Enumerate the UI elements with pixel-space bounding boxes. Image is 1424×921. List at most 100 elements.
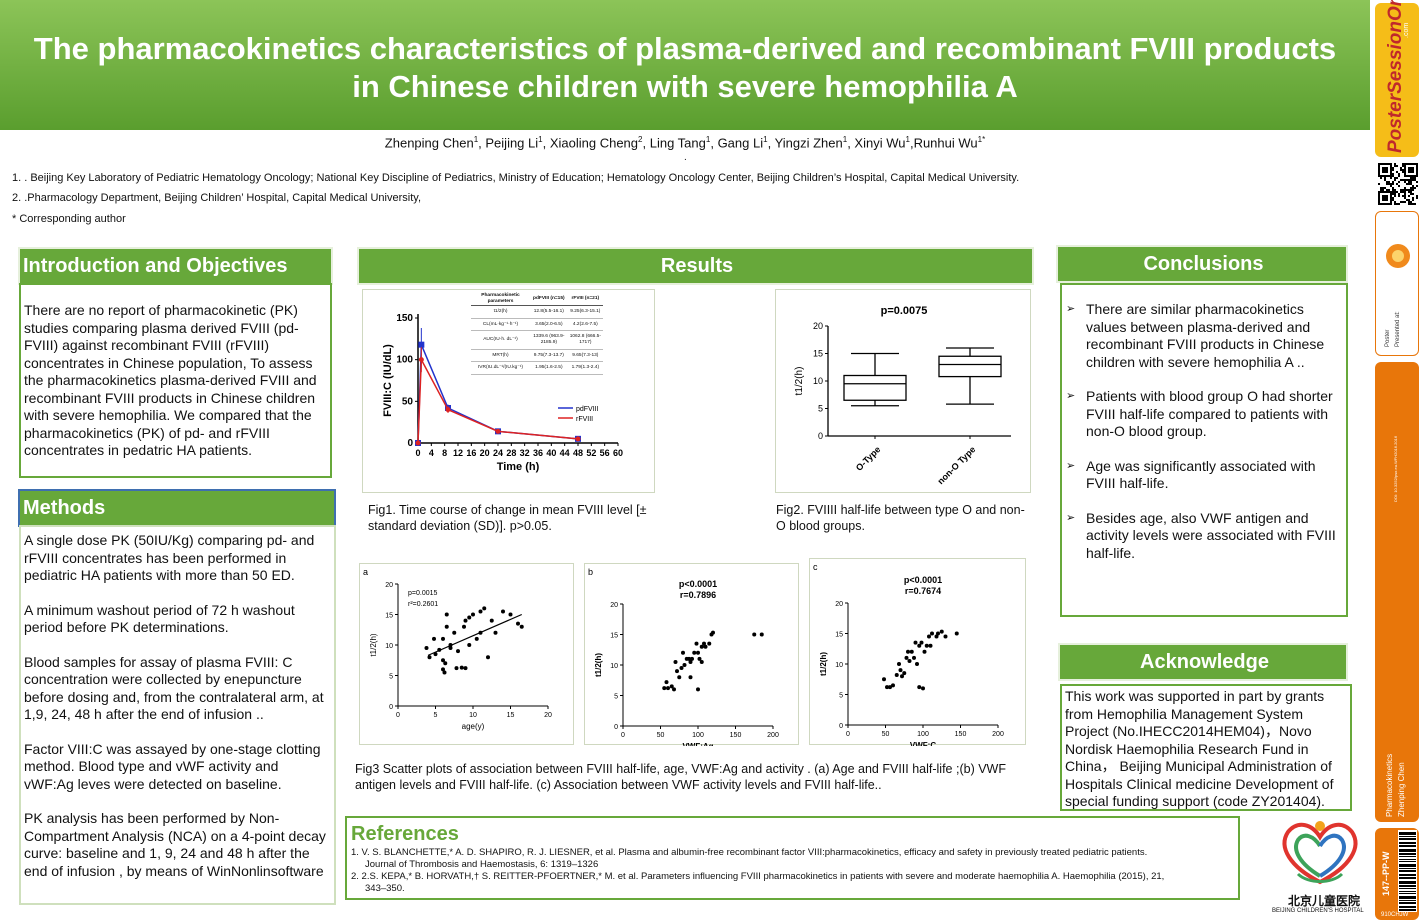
fig3a-point	[441, 636, 445, 641]
qr-module	[1414, 177, 1416, 179]
barcode-bar	[1399, 864, 1416, 867]
qr-module	[1402, 179, 1404, 181]
fig3a-point	[501, 609, 505, 614]
fig3a-point	[463, 666, 468, 671]
intro-text: There are no report of pharmacokinetic (…	[24, 302, 317, 458]
pk-cell: 9.65(7.3-13)	[567, 349, 603, 363]
fig3b-point	[662, 686, 667, 691]
fig3a-point	[448, 643, 453, 647]
fig3a-point	[516, 621, 520, 626]
fig1-x-tick-label: 12	[453, 448, 463, 458]
qr-module	[1404, 191, 1406, 193]
conclusion-text: Age was significantly associated with FV…	[1086, 457, 1316, 492]
qr-module	[1394, 165, 1396, 167]
qr-module	[1390, 183, 1392, 185]
fig3b-point	[759, 632, 764, 637]
fig3a-point	[486, 655, 490, 660]
fig3a-point	[519, 624, 524, 629]
fig3a-point	[441, 658, 445, 663]
fig3b-panel-label: b	[588, 567, 593, 577]
qr-module	[1392, 173, 1394, 175]
fig3a-x-tick-label: 10	[469, 712, 477, 719]
fig3c-y-tick-label: 15	[835, 632, 843, 639]
fig3c-point	[917, 685, 922, 690]
fig3c-point	[934, 634, 939, 639]
fig2-y-label: t1/2(h)	[794, 367, 805, 396]
code-block: 147--PP-W 910CHJW	[1375, 828, 1419, 920]
conclusions-list: ➢ There are similar pharmacokinetics val…	[1066, 301, 1342, 562]
fig1-x-tick-label: 0	[415, 448, 420, 458]
orange-info-bar: DOI: 10.3252/pso.eu.WFH2016.2016 Pharmac…	[1375, 362, 1419, 822]
fig3a-point	[456, 649, 460, 654]
fig3b-point	[699, 644, 704, 649]
qr-module	[1390, 185, 1392, 187]
hospital-name-en: BEIJING CHILDREN'S HOSPITAL	[1272, 908, 1364, 914]
pk-cell: 4.2(2.6-7.5)	[567, 318, 603, 332]
author-separator: ,	[767, 135, 775, 151]
qr-module	[1402, 169, 1404, 171]
fig3b-point	[688, 675, 693, 680]
qr-module	[1412, 203, 1414, 205]
fig3c-x-tick-label: 200	[992, 731, 1004, 738]
fig3a-x-tick-label: 0	[396, 712, 400, 719]
qr-module	[1384, 187, 1386, 189]
barcode-bar	[1399, 891, 1416, 892]
qr-module	[1412, 177, 1414, 179]
pk-cell: 1339.6 (963.9-2185.9)	[530, 330, 568, 350]
hospital-emblem-icon	[1282, 821, 1358, 885]
fig3-caption: Fig3 Scatter plots of association betwee…	[355, 762, 1006, 792]
qr-module	[1400, 201, 1402, 203]
fig1-legend-label: pdFVIII	[576, 406, 599, 413]
fig3b-point	[669, 684, 674, 689]
qr-module	[1396, 165, 1398, 167]
title-banner	[0, 0, 1370, 130]
fig3c-point	[913, 640, 918, 645]
arrow-bullet-icon: ➢	[1066, 511, 1076, 524]
qr-module	[1412, 189, 1414, 191]
qr-module	[1416, 181, 1418, 183]
conclusions-heading: Conclusions	[1056, 245, 1348, 283]
fig3b-point	[679, 666, 684, 671]
fig3b-point	[687, 656, 691, 661]
pk-header-cell: Pharmacokinetic parameters	[471, 292, 530, 307]
references-heading: References	[351, 823, 459, 845]
conclusion-item: ➢ Patients with blood group O had shorte…	[1066, 388, 1342, 441]
fig1-x-tick-label: 4	[429, 448, 434, 458]
qr-module	[1386, 183, 1388, 185]
qr-module	[1398, 203, 1400, 205]
pk-row: IVR(IU.dL⁻¹/(IU.kg⁻¹) 1.95(1.6-2.5) 1.79(1…	[471, 361, 603, 375]
fig3c-y-tick-label: 0	[839, 723, 843, 730]
author-name: Runhui Wu	[913, 135, 978, 151]
author-separator: ,	[710, 135, 718, 151]
fig3c-y-label: t1/2(h)	[819, 652, 828, 676]
qr-module	[1402, 171, 1404, 173]
fig3a-point	[482, 606, 487, 611]
fig2-y-tick-label: 5	[818, 404, 823, 414]
qr-module	[1382, 187, 1384, 189]
fig1-point-r	[575, 436, 581, 442]
fig3a-point	[508, 612, 513, 617]
qr-module	[1380, 177, 1382, 179]
pk-cell: CL(mL·kg⁻¹·h⁻¹)	[471, 318, 530, 332]
title-line-1: The pharmacokinetics characteristics of …	[33, 31, 1337, 66]
fig1-x-tick-label: 44	[560, 448, 570, 458]
qr-module	[1404, 187, 1406, 189]
fig3b-point	[711, 630, 715, 635]
fig1-x-tick-label: 20	[480, 448, 490, 458]
qr-module	[1410, 191, 1412, 193]
pk-cell: 1062.8 (666.5-1717)	[567, 330, 603, 350]
arrow-bullet-icon: ➢	[1066, 390, 1076, 402]
qr-module	[1394, 189, 1396, 191]
fig3b-point	[752, 632, 757, 637]
fig3a-point	[467, 643, 472, 647]
fig3c-point	[924, 643, 929, 648]
qr-module	[1398, 185, 1400, 187]
qr-module	[1412, 199, 1414, 201]
author-affiliation-mark: 1	[705, 135, 711, 144]
fig3c-y-tick-label: 10	[835, 662, 843, 669]
barcode-bar	[1399, 832, 1416, 835]
qr-module	[1404, 189, 1406, 191]
fig1-point-r	[415, 440, 421, 446]
fig3a-point	[433, 652, 438, 657]
qr-module	[1410, 189, 1412, 191]
